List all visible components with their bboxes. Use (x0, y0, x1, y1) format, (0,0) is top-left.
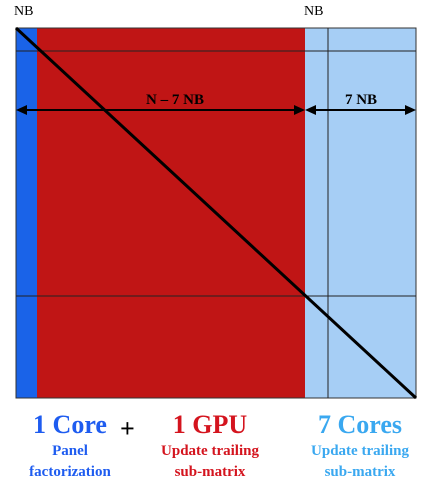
nb-label-right: NB (304, 4, 324, 19)
group-gpu-title: 1 GPU (172, 410, 248, 439)
core-panel-region (16, 28, 37, 398)
span-arrow-cores (305, 105, 416, 115)
nb-label-left: NB (14, 4, 34, 19)
span-label-gpu: N – 7 NB (146, 92, 204, 108)
plus-sign: + (120, 414, 135, 443)
group-gpu-subtitle-2: sub-matrix (174, 464, 246, 480)
span-arrow-gpu (16, 105, 305, 115)
group-cores-subtitle-2: sub-matrix (324, 464, 396, 480)
cores-region (305, 28, 416, 398)
group-gpu-subtitle-1: Update trailing (161, 443, 259, 459)
group-core-subtitle-2: factorization (29, 464, 111, 480)
matrix-border (15, 27, 417, 399)
group-core-subtitle-1: Panel (52, 443, 88, 459)
group-cores: 7 Cores Update trailing sub-matrix (296, 410, 424, 482)
group-gpu: 1 GPU Update trailing sub-matrix (145, 410, 275, 482)
group-core-title: 1 Core (33, 410, 107, 439)
span-label-cores: 7 NB (345, 92, 377, 108)
group-core: 1 Core Panel factorization (10, 410, 130, 482)
matrix-diagonal (14, 26, 418, 400)
group-cores-title: 7 Cores (317, 410, 402, 439)
group-cores-subtitle-1: Update trailing (311, 443, 409, 459)
